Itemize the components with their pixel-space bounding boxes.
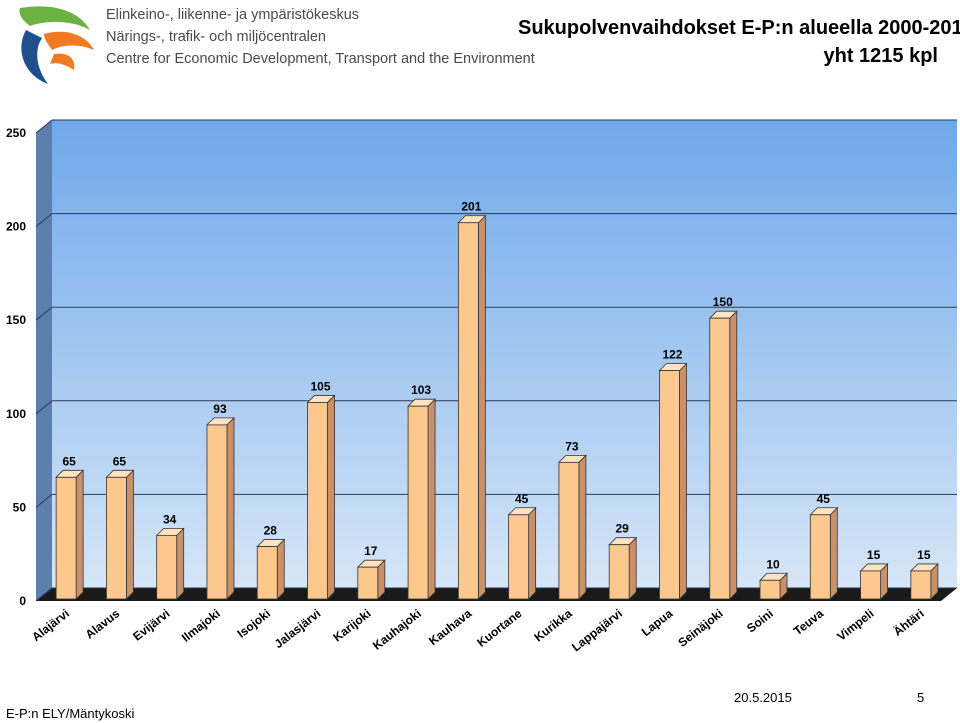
bar	[407, 405, 429, 600]
bar	[106, 476, 127, 600]
bar	[659, 370, 680, 600]
data-label: 15	[917, 548, 931, 562]
y-tick-label: 250	[6, 126, 26, 140]
x-tick-label: Kurikka	[531, 606, 575, 644]
x-tick-label: Jalasjärvi	[272, 606, 324, 651]
data-label: 45	[817, 492, 831, 506]
bar-side	[477, 214, 486, 600]
x-tick-label: Kauhajoki	[370, 606, 424, 652]
bar	[206, 424, 228, 600]
gridline-side	[35, 306, 53, 321]
bar-side	[226, 416, 235, 600]
x-tick-label: Seinäjoki	[675, 606, 725, 649]
data-label: 201	[461, 200, 481, 214]
logo-line-fi: Elinkeino-, liikenne- ja ympäristökeskus	[106, 7, 360, 23]
x-tick-label: Karijoki	[330, 606, 373, 644]
bar-side	[729, 310, 738, 600]
x-tick-label: Evijärvi	[130, 606, 172, 643]
x-tick-label: Ähtäri	[890, 606, 927, 639]
y-tick-label: 150	[6, 313, 26, 327]
data-label: 28	[264, 524, 278, 538]
bar	[156, 534, 178, 600]
data-label: 17	[364, 544, 378, 558]
bar-side	[75, 469, 84, 600]
data-label: 93	[213, 402, 227, 416]
bar	[55, 476, 77, 600]
y-tick-label: 50	[13, 500, 27, 514]
x-tick-label: Kauhava	[426, 606, 474, 648]
plot-side-wall	[36, 120, 52, 601]
footer-author: E-P:n ELY/Mäntykoski	[6, 706, 135, 721]
bar-side	[829, 506, 838, 600]
bar-side	[528, 506, 537, 600]
y-tick-label: 200	[6, 220, 26, 234]
bar	[256, 546, 278, 600]
x-tick-label: Vimpeli	[834, 606, 876, 643]
data-label: 15	[867, 548, 881, 562]
ely-logo: Elinkeino-, liikenne- ja ympäristökeskus…	[14, 4, 554, 88]
x-tick-label: Teuva	[791, 606, 827, 638]
y-tick-label: 100	[6, 407, 26, 421]
x-tick-label: Lapua	[639, 606, 676, 639]
footer-page-number: 5	[917, 690, 925, 705]
x-tick-label: Lappajärvi	[569, 606, 625, 654]
x-tick-label: Alajärvi	[29, 606, 72, 644]
bar	[860, 570, 881, 600]
data-label: 29	[616, 522, 630, 536]
gridline-side	[35, 400, 53, 415]
bar-chart: 0 50 100 150 200 250 65 Alajärvi 65 Alavus 34 Evijä…	[6, 119, 957, 654]
bar	[457, 222, 479, 600]
logo-line-en: Centre for Economic Development, Transpo…	[106, 51, 535, 67]
bar	[759, 579, 781, 600]
logo-line-sv: Närings-, trafik- och miljöcentralen	[106, 29, 326, 45]
bar-side	[176, 527, 185, 600]
data-label: 103	[411, 383, 431, 397]
data-label: 65	[113, 454, 127, 468]
bar-side	[628, 536, 637, 600]
x-tick-label: Isojoki	[235, 606, 274, 640]
x-tick-label: Alavus	[83, 606, 123, 641]
x-tick-label: Soini	[744, 606, 776, 635]
data-label: 65	[62, 454, 76, 468]
bar-side	[578, 454, 587, 600]
bar-side	[679, 362, 687, 600]
bar-side	[327, 394, 335, 600]
bar	[809, 514, 831, 600]
gridline-side	[35, 587, 53, 602]
plot-back-wall	[52, 120, 957, 588]
bar	[558, 461, 580, 600]
gridline-side	[35, 119, 53, 134]
data-label: 34	[163, 512, 177, 526]
bar	[608, 544, 630, 600]
title-line-2: yht 1215 kpl	[823, 45, 938, 67]
x-tick-label: Kuortane	[474, 606, 524, 650]
ely-logo-icon	[19, 6, 94, 84]
x-tick-label: Ilmajoki	[179, 606, 223, 645]
bar-side	[276, 538, 285, 600]
data-label: 10	[766, 557, 780, 571]
bar	[709, 317, 731, 600]
bar-side	[427, 398, 436, 600]
data-label: 73	[565, 439, 579, 453]
data-label: 150	[713, 295, 733, 309]
bar	[508, 514, 530, 600]
data-label: 122	[662, 348, 682, 362]
page-title: Sukupolvenvaihdokset E-P:n alueella 2000…	[518, 14, 960, 70]
bar	[910, 570, 932, 600]
data-label: 105	[311, 379, 331, 393]
bar	[307, 402, 328, 600]
gridline-side	[35, 213, 53, 227]
bar	[357, 566, 379, 600]
bar-side	[126, 469, 134, 600]
y-tick-label: 0	[19, 594, 26, 608]
gridline-side	[35, 494, 53, 508]
footer-date: 20.5.2015	[734, 690, 792, 705]
title-line-1: Sukupolvenvaihdokset E-P:n alueella 2000…	[518, 17, 960, 39]
data-label: 45	[515, 492, 529, 506]
